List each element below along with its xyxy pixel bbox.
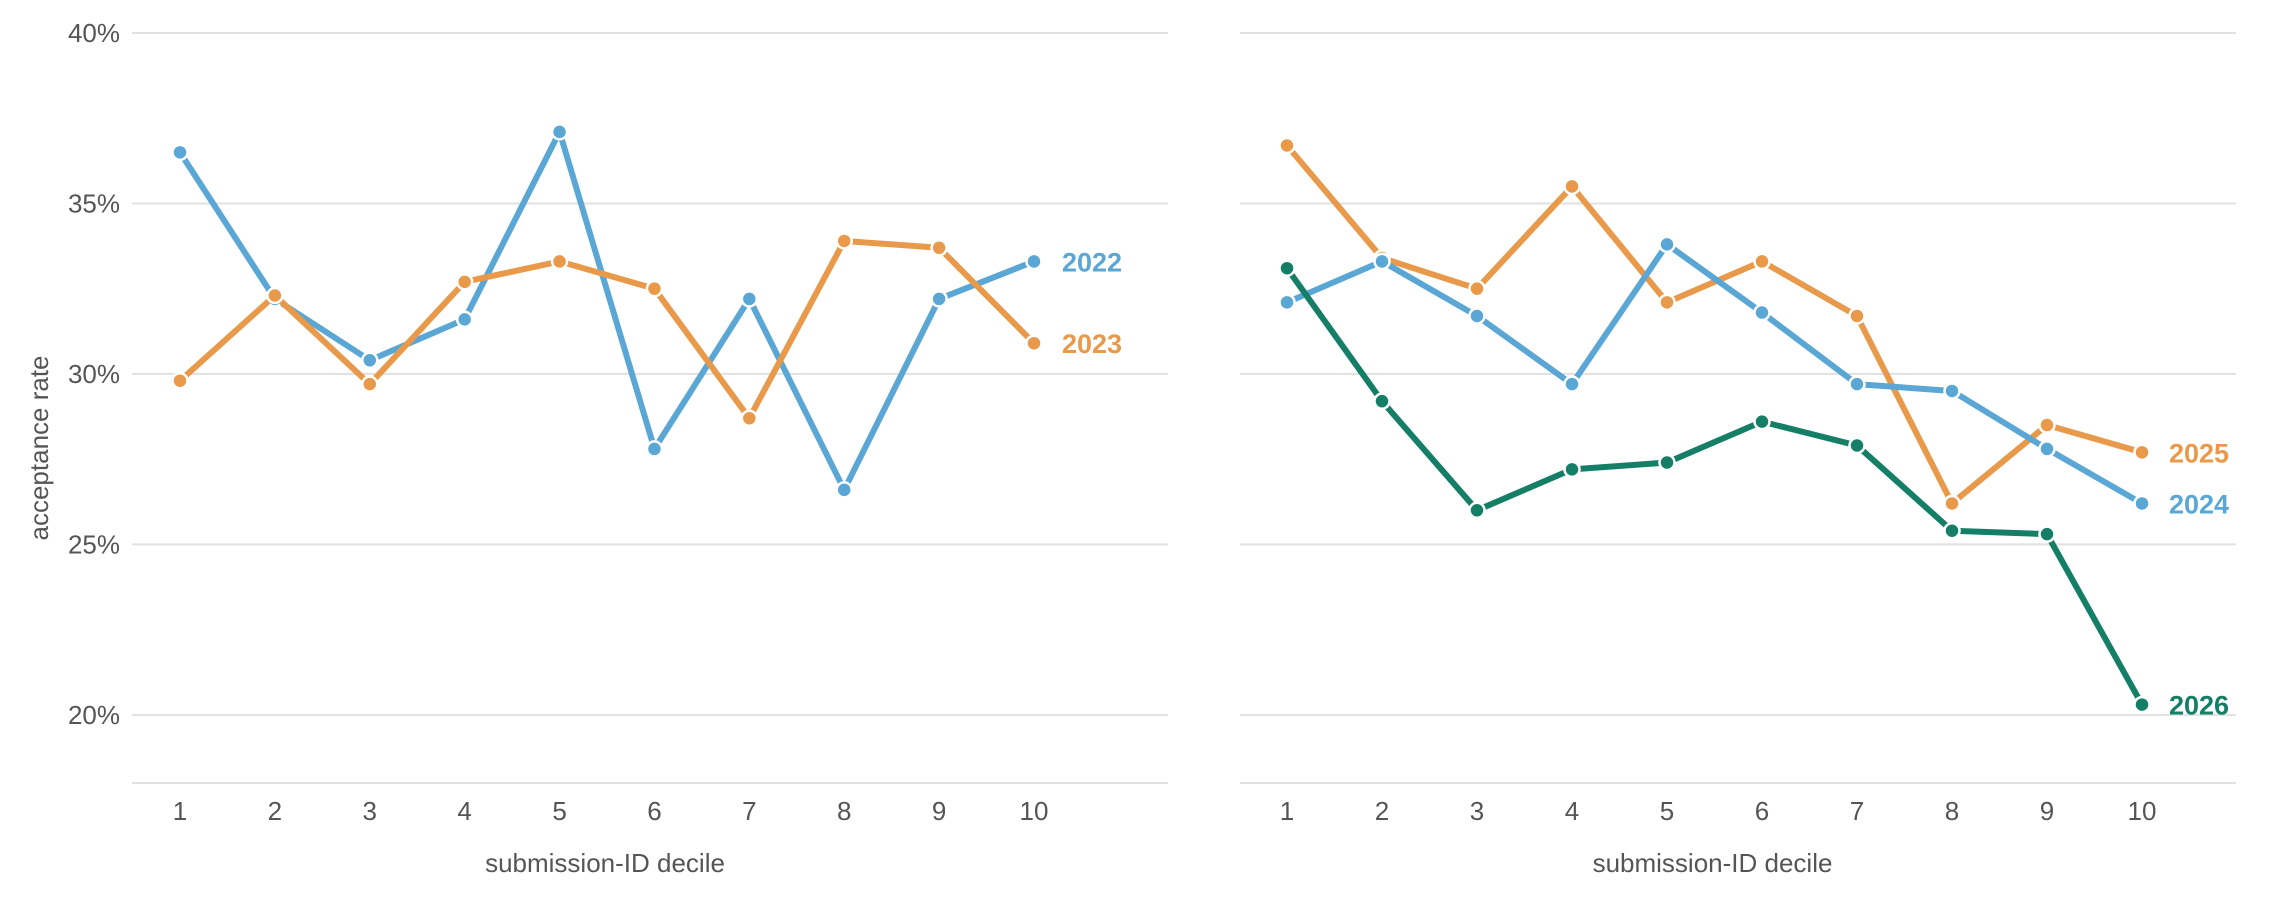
data-point-2024 [2038, 440, 2056, 458]
data-point-2025 [1753, 252, 1771, 271]
x-tick-label: 6 [647, 796, 661, 826]
data-point-2024 [1373, 252, 1391, 271]
data-point-2023 [930, 239, 948, 257]
y-tick-label: 20% [68, 700, 120, 730]
data-point-2023 [740, 409, 759, 427]
data-point-2023 [1025, 334, 1043, 352]
data-point-2026 [1658, 453, 1676, 472]
x-tick-label: 4 [457, 796, 471, 826]
data-point-2022 [740, 290, 759, 308]
data-point-2024 [1848, 375, 1866, 393]
data-point-2026 [1848, 436, 1866, 455]
y-tick-label: 35% [68, 188, 120, 218]
x-tick-label: 9 [932, 796, 946, 826]
data-point-2022 [645, 440, 664, 458]
data-point-2025 [1943, 494, 1961, 513]
data-point-2022 [361, 351, 379, 370]
data-point-2026 [1563, 460, 1581, 479]
data-point-2025 [1658, 293, 1676, 312]
x-tick-label: 2 [268, 796, 282, 826]
y-tick-label: 30% [68, 359, 120, 389]
data-point-2022 [930, 290, 948, 308]
data-point-2024 [1563, 375, 1581, 393]
x-tick-label: 4 [1565, 796, 1579, 826]
data-point-2026 [1943, 521, 1961, 540]
data-point-2024 [1468, 307, 1486, 325]
x-tick-label: 2 [1375, 796, 1389, 826]
series-label-2024: 2024 [2169, 489, 2229, 519]
x-tick-label: 7 [1850, 796, 1864, 826]
data-point-2025 [2133, 443, 2151, 462]
series-line-2024 [1284, 241, 2145, 507]
data-point-2022 [171, 143, 189, 162]
data-point-2022 [835, 481, 853, 499]
data-point-2024 [1753, 303, 1771, 322]
y-axis-title: acceptance rate [24, 355, 54, 540]
data-point-2022 [1025, 252, 1043, 271]
data-point-2023 [171, 371, 189, 390]
x-tick-label: 3 [363, 796, 377, 826]
series-label-2023: 2023 [1062, 329, 1122, 359]
series-label-2022: 2022 [1062, 247, 1122, 277]
data-point-2026 [2133, 695, 2151, 714]
data-point-2024 [1658, 235, 1676, 254]
x-tick-label: 5 [552, 796, 566, 826]
data-point-2023 [266, 286, 284, 305]
data-point-2024 [1278, 293, 1296, 312]
x-tick-label: 1 [1280, 796, 1294, 826]
panel-right: 1 2 3 4 5 6 7 8 9 10 submission-ID decile 2025 2024 2… [1240, 32, 2236, 878]
data-point-2025 [1278, 136, 1296, 155]
x-tick-label: 7 [742, 796, 756, 826]
x-axis-title: submission-ID decile [1593, 848, 1833, 878]
x-axis-title: submission-ID decile [485, 848, 725, 878]
data-point-2026 [2038, 525, 2056, 543]
data-point-2023 [361, 375, 379, 393]
series-label-2026: 2026 [2169, 691, 2229, 721]
data-point-2025 [1563, 177, 1581, 196]
series-line-2023 [177, 237, 1037, 422]
series-line-2025 [1284, 142, 2145, 507]
x-tick-label: 10 [1020, 796, 1049, 826]
panel-left: 20% 25% 30% 35% 40% 1 2 3 4 5 6 7 8 9 10 submission-ID … [68, 18, 1168, 878]
data-point-2024 [1943, 382, 1961, 400]
series-line-2026 [1284, 265, 2145, 708]
x-tick-label: 8 [1945, 796, 1959, 826]
y-tick-label: 25% [68, 529, 120, 559]
data-point-2023 [455, 273, 474, 291]
series-line-2022 [177, 128, 1037, 493]
data-point-2026 [1373, 392, 1391, 410]
x-tick-label: 10 [2128, 796, 2157, 826]
series-label-2025: 2025 [2169, 438, 2229, 468]
data-point-2023 [550, 252, 569, 271]
x-tick-label: 1 [173, 796, 187, 826]
data-point-2026 [1468, 501, 1486, 520]
data-point-2025 [1468, 279, 1486, 298]
x-tick-label: 3 [1470, 796, 1484, 826]
data-point-2023 [645, 279, 664, 298]
y-tick-label: 40% [68, 18, 120, 48]
data-point-2026 [1753, 412, 1771, 431]
x-tick-label: 6 [1755, 796, 1769, 826]
data-point-2025 [2038, 416, 2056, 434]
x-tick-label: 9 [2040, 796, 2054, 826]
data-point-2022 [550, 123, 569, 141]
data-point-2022 [455, 310, 474, 329]
data-point-2023 [835, 232, 853, 250]
data-point-2026 [1278, 259, 1296, 277]
data-point-2024 [2133, 494, 2151, 513]
x-tick-label: 5 [1660, 796, 1674, 826]
x-tick-label: 8 [837, 796, 851, 826]
data-point-2025 [1848, 307, 1866, 325]
